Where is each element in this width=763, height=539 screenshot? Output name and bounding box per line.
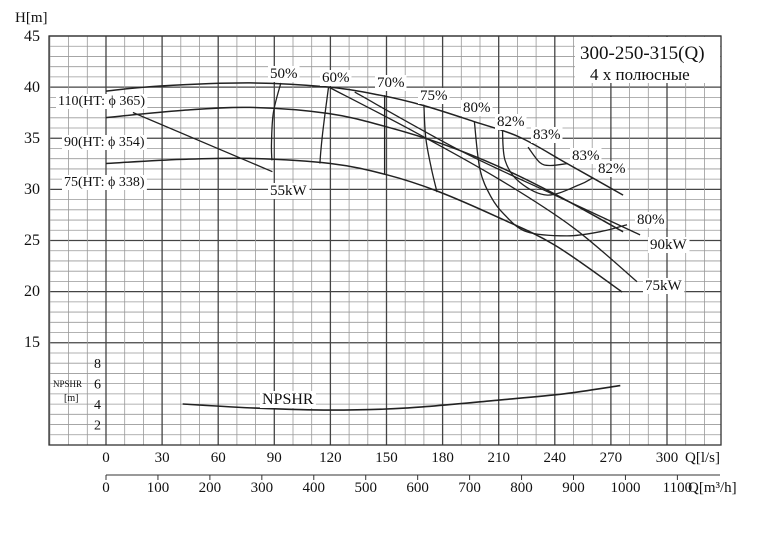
label-background (461, 100, 493, 116)
label-background (531, 127, 563, 143)
label-background (596, 161, 628, 177)
x2-tick-label: 100 (147, 480, 170, 496)
y-tick-label: 15 (24, 334, 40, 351)
x-tick-label: 0 (102, 450, 110, 466)
npshr-tick-label: 8 (94, 357, 101, 372)
curve-label: 110(HT: ϕ 365) (58, 94, 145, 109)
label-background (375, 75, 407, 91)
curve-label: 75% (420, 88, 448, 104)
x2-tick-label: 600 (406, 480, 429, 496)
y-axis-label: H[m] (15, 10, 48, 26)
curve-label: 75kW (645, 278, 683, 294)
x-axis-label: Q[l/s] (685, 450, 720, 466)
efficiency-curve (527, 146, 568, 167)
x-tick-label: 210 (487, 450, 510, 466)
x2-tick-label: 700 (458, 480, 481, 496)
label-background (635, 212, 667, 228)
x-tick-label: 240 (544, 450, 567, 466)
title-box (575, 37, 720, 83)
y-tick-label: 30 (24, 181, 40, 198)
x-tick-label: 120 (319, 450, 342, 466)
y-tick-label: 40 (24, 79, 40, 96)
y-tick-label: 35 (24, 130, 40, 147)
x-tick-label: 300 (656, 450, 679, 466)
y-tick-label: 25 (24, 232, 40, 249)
curve-label: 80% (637, 212, 665, 228)
x-tick-label: 150 (375, 450, 398, 466)
npshr-axis-label: NPSHR (53, 379, 82, 389)
x2-tick-label: 400 (303, 480, 326, 496)
x2-tick-label: 1000 (610, 480, 640, 496)
efficiency-curve (270, 82, 282, 161)
x2-tick-label: 0 (102, 480, 110, 496)
curve-label: 82% (598, 161, 626, 177)
label-background (643, 278, 685, 294)
curve-label: 90(HT: ϕ 354) (64, 135, 145, 150)
label-background (56, 94, 148, 109)
curve-label: 83% (572, 148, 600, 164)
chart-title: 300-250-315(Q) (580, 43, 705, 64)
power-curve (328, 86, 638, 283)
head-curve (105, 157, 623, 293)
x2-tick-label: 900 (562, 480, 585, 496)
efficiency-curve (423, 105, 438, 193)
power-curve (132, 111, 273, 173)
x-tick-label: 30 (155, 450, 170, 466)
label-background (648, 237, 690, 253)
curve-label: 50% (270, 66, 298, 82)
label-background (495, 114, 527, 130)
npshr-curve (182, 384, 621, 411)
npshr-axis-unit: [m] (64, 393, 78, 404)
x2-tick-label: 500 (354, 480, 377, 496)
curve-label: 70% (377, 75, 405, 91)
head-curve (105, 106, 624, 233)
curves (105, 82, 641, 411)
y-tick-label: 45 (24, 28, 40, 45)
plot-frame (48, 35, 722, 446)
x-tick-label: 60 (211, 450, 226, 466)
x2-tick-label: 300 (251, 480, 274, 496)
x-tick-label: 90 (267, 450, 282, 466)
curve-label: 83% (533, 127, 561, 143)
x2-tick-label: 200 (199, 480, 222, 496)
head-curve (105, 82, 624, 196)
label-background (62, 135, 147, 150)
power-curve (354, 91, 641, 236)
curve-label: 80% (463, 100, 491, 116)
efficiency-curve (501, 129, 594, 196)
curve-label: 60% (322, 70, 350, 86)
label-background (62, 175, 147, 190)
label-background (570, 148, 602, 164)
npshr-tick-label: 2 (94, 419, 101, 434)
x2-axis-label: Q[m³/h] (688, 480, 737, 496)
label-background (268, 66, 300, 82)
curve-label: NPSHR (262, 391, 314, 408)
x-tick-label: 180 (431, 450, 454, 466)
label-background (260, 391, 316, 408)
curve-label: 75(HT: ϕ 338) (64, 175, 145, 190)
x-tick-label: 270 (600, 450, 623, 466)
curve-label: 90kW (650, 237, 688, 253)
efficiency-curve (473, 121, 628, 237)
label-background (320, 70, 352, 86)
curve-label: 82% (497, 114, 525, 130)
npshr-tick-label: 4 (94, 398, 101, 413)
y-tick-label: 20 (24, 283, 40, 300)
curve-label: 55kW (270, 183, 308, 199)
x2-tick-label: 1100 (663, 480, 692, 496)
label-background (418, 88, 450, 104)
chart-subtitle: 4 x полюсные (590, 65, 690, 84)
label-background (268, 183, 310, 199)
x2-tick-label: 800 (510, 480, 533, 496)
npshr-tick-label: 6 (94, 378, 101, 393)
efficiency-curve (319, 86, 330, 164)
